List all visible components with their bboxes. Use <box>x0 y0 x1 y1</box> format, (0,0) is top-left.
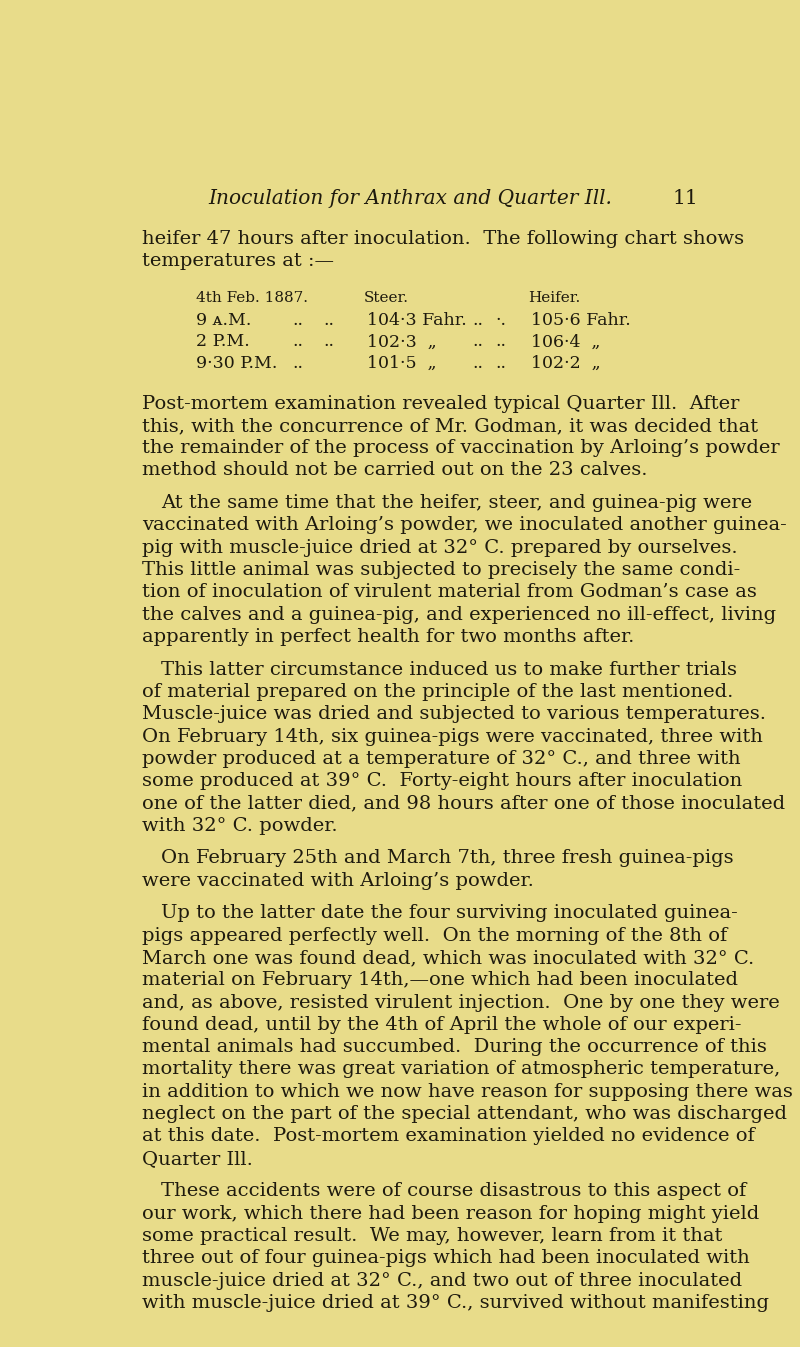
Text: the calves and a guinea-pig, and experienced no ill-effect, living: the calves and a guinea-pig, and experie… <box>142 606 776 624</box>
Text: at this date.  Post-mortem examination yielded no evidence of: at this date. Post-mortem examination yi… <box>142 1127 755 1145</box>
Text: ..: .. <box>292 313 303 329</box>
Text: Post-mortem examination revealed typical Quarter Ill.  After: Post-mortem examination revealed typical… <box>142 395 739 412</box>
Text: These accidents were of course disastrous to this aspect of: These accidents were of course disastrou… <box>161 1183 746 1200</box>
Text: 9·30 P.M.: 9·30 P.M. <box>196 354 278 372</box>
Text: were vaccinated with Arloing’s powder.: were vaccinated with Arloing’s powder. <box>142 872 534 890</box>
Text: three out of four guinea-pigs which had been inoculated with: three out of four guinea-pigs which had … <box>142 1249 750 1268</box>
Text: ..: .. <box>323 313 334 329</box>
Text: This latter circumstance induced us to make further trials: This latter circumstance induced us to m… <box>161 660 737 679</box>
Text: 11: 11 <box>673 189 698 207</box>
Text: 104·3 Fahr.: 104·3 Fahr. <box>366 313 466 329</box>
Text: ..: .. <box>292 354 303 372</box>
Text: March one was found dead, which was inoculated with 32° C.: March one was found dead, which was inoc… <box>142 950 754 967</box>
Text: and, as above, resisted virulent injection.  One by one they were: and, as above, resisted virulent injecti… <box>142 994 780 1012</box>
Text: tion of inoculation of virulent material from Godman’s case as: tion of inoculation of virulent material… <box>142 583 757 601</box>
Text: 9 ᴀ.M.: 9 ᴀ.M. <box>196 313 251 329</box>
Text: Steer.: Steer. <box>363 291 409 304</box>
Text: ..: .. <box>323 334 334 350</box>
Text: material on February 14th,—one which had been inoculated: material on February 14th,—one which had… <box>142 971 738 989</box>
Text: Muscle-juice was dried and subjected to various temperatures.: Muscle-juice was dried and subjected to … <box>142 706 766 723</box>
Text: 102·2  „: 102·2 „ <box>531 354 601 372</box>
Text: found dead, until by the 4th of April the whole of our experi-: found dead, until by the 4th of April th… <box>142 1016 742 1034</box>
Text: with muscle-juice dried at 39° C., survived without manifesting: with muscle-juice dried at 39° C., survi… <box>142 1294 769 1312</box>
Text: ..: .. <box>472 354 483 372</box>
Text: Heifer.: Heifer. <box>528 291 580 304</box>
Text: neglect on the part of the special attendant, who was discharged: neglect on the part of the special atten… <box>142 1105 787 1123</box>
Text: ..: .. <box>472 313 483 329</box>
Text: mortality there was great variation of atmospheric temperature,: mortality there was great variation of a… <box>142 1060 781 1079</box>
Text: one of the latter died, and 98 hours after one of those inoculated: one of the latter died, and 98 hours aft… <box>142 795 786 812</box>
Text: heifer 47 hours after inoculation.  The following chart shows: heifer 47 hours after inoculation. The f… <box>142 230 744 248</box>
Text: On February 25th and March 7th, three fresh guinea-pigs: On February 25th and March 7th, three fr… <box>161 850 734 867</box>
Text: mental animals had succumbed.  During the occurrence of this: mental animals had succumbed. During the… <box>142 1039 767 1056</box>
Text: 2 P.M.: 2 P.M. <box>196 334 250 350</box>
Text: powder produced at a temperature of 32° C., and three with: powder produced at a temperature of 32° … <box>142 750 741 768</box>
Text: muscle-juice dried at 32° C., and two out of three inoculated: muscle-juice dried at 32° C., and two ou… <box>142 1272 742 1289</box>
Text: ..: .. <box>472 334 483 350</box>
Text: the remainder of the process of vaccination by Arloing’s powder: the remainder of the process of vaccinat… <box>142 439 780 457</box>
Text: with 32° C. powder.: with 32° C. powder. <box>142 816 338 835</box>
Text: 102·3  „: 102·3 „ <box>366 334 436 350</box>
Text: temperatures at :—: temperatures at :— <box>142 252 334 269</box>
Text: Inoculation for Anthrax and Quarter Ill.: Inoculation for Anthrax and Quarter Ill. <box>208 189 612 207</box>
Text: ..: .. <box>495 354 506 372</box>
Text: in addition to which we now have reason for supposing there was: in addition to which we now have reason … <box>142 1083 793 1100</box>
Text: pig with muscle-juice dried at 32° C. prepared by ourselves.: pig with muscle-juice dried at 32° C. pr… <box>142 539 738 556</box>
Text: 4th Feb. 1887.: 4th Feb. 1887. <box>196 291 308 304</box>
Text: apparently in perfect health for two months after.: apparently in perfect health for two mon… <box>142 628 634 647</box>
Text: Up to the latter date the four surviving inoculated guinea-: Up to the latter date the four surviving… <box>161 904 738 923</box>
Text: some practical result.  We may, however, learn from it that: some practical result. We may, however, … <box>142 1227 722 1245</box>
Text: ..: .. <box>495 334 506 350</box>
Text: ..: .. <box>292 334 303 350</box>
Text: pigs appeared perfectly well.  On the morning of the 8th of: pigs appeared perfectly well. On the mor… <box>142 927 727 944</box>
Text: method should not be carried out on the 23 calves.: method should not be carried out on the … <box>142 462 648 480</box>
Text: 105·6 Fahr.: 105·6 Fahr. <box>531 313 630 329</box>
Text: some produced at 39° C.  Forty-eight hours after inoculation: some produced at 39° C. Forty-eight hour… <box>142 772 742 791</box>
Text: 101·5  „: 101·5 „ <box>366 354 436 372</box>
Text: At the same time that the heifer, steer, and guinea-pig were: At the same time that the heifer, steer,… <box>161 494 752 512</box>
Text: 106·4  „: 106·4 „ <box>531 334 600 350</box>
Text: Quarter Ill.: Quarter Ill. <box>142 1150 253 1168</box>
Text: our work, which there had been reason for hoping might yield: our work, which there had been reason fo… <box>142 1204 759 1223</box>
Text: this, with the concurrence of Mr. Godman, it was decided that: this, with the concurrence of Mr. Godman… <box>142 416 758 435</box>
Text: ·.: ·. <box>495 313 506 329</box>
Text: of material prepared on the principle of the last mentioned.: of material prepared on the principle of… <box>142 683 734 700</box>
Text: On February 14th, six guinea-pigs were vaccinated, three with: On February 14th, six guinea-pigs were v… <box>142 727 763 745</box>
Text: vaccinated with Arloing’s powder, we inoculated another guinea-: vaccinated with Arloing’s powder, we ino… <box>142 516 787 535</box>
Text: This little animal was subjected to precisely the same condi-: This little animal was subjected to prec… <box>142 562 741 579</box>
